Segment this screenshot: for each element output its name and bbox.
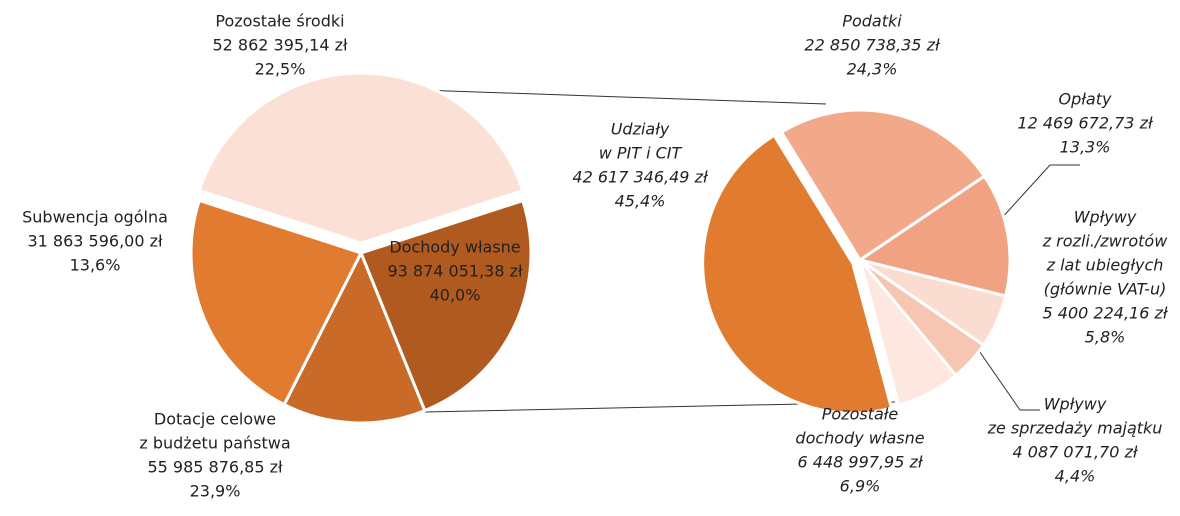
slice-label: dochody własne xyxy=(795,429,924,448)
slice-percent-label: 45,4% xyxy=(615,192,666,211)
slice-percent-label: 5,8% xyxy=(1085,328,1126,347)
slice-label: Pozostałe środki xyxy=(215,12,344,31)
slice-label: Pozostałe xyxy=(822,405,899,424)
slice-percent-label: 24,3% xyxy=(847,60,898,79)
slice-label: ze sprzedaży majątku xyxy=(987,419,1163,438)
leader-line xyxy=(999,164,1080,221)
slice-label: Podatki xyxy=(842,12,902,31)
slice-label: Dochody własne xyxy=(389,238,520,257)
slice-value-label: 31 863 596,00 zł xyxy=(27,232,163,251)
slice-value-label: 42 617 346,49 zł xyxy=(572,168,709,187)
pie-slice xyxy=(701,133,894,415)
slice-percent-label: 6,9% xyxy=(840,477,881,496)
pie-slice xyxy=(189,198,364,407)
connector-line xyxy=(419,89,827,105)
pie-slice xyxy=(779,108,987,263)
slice-percent-label: 23,9% xyxy=(190,482,241,501)
slice-value-label: 5 400 224,16 zł xyxy=(1043,304,1169,323)
slice-percent-label: 4,4% xyxy=(1055,467,1096,486)
slice-label: Dotacje celowe xyxy=(154,410,276,429)
slice-label: Udziały xyxy=(611,120,670,139)
slice-label: Opłaty xyxy=(1059,90,1112,109)
slice-label: Subwencja ogólna xyxy=(22,208,168,227)
slice-value-label: 12 469 672,73 zł xyxy=(1017,114,1154,133)
slice-value-label: 4 087 071,70 zł xyxy=(1013,443,1139,462)
slice-percent-label: 40,0% xyxy=(430,286,481,305)
pie-slice xyxy=(856,174,1012,298)
slice-percent-label: 13,6% xyxy=(70,256,121,275)
slice-label: Wpływy xyxy=(1074,208,1137,227)
slice-value-label: 93 874 051,38 zł xyxy=(387,262,523,281)
slice-label: z rozli./zwrotów xyxy=(1042,232,1169,251)
slice-label: Wpływy xyxy=(1044,395,1107,414)
slice-value-label: 55 985 876,85 zł xyxy=(147,458,283,477)
pie-slice xyxy=(359,198,533,413)
pie-slice xyxy=(282,249,427,425)
slice-label: (głównie VAT-u) xyxy=(1044,280,1167,299)
slice-label: z lat ubiegłych xyxy=(1046,256,1164,275)
pie-slice xyxy=(197,71,525,245)
pie-slice xyxy=(858,259,958,407)
slice-value-label: 22 850 738,35 zł xyxy=(804,36,941,55)
slice-percent-label: 22,5% xyxy=(255,60,306,79)
leader-line xyxy=(974,344,1040,411)
slice-label: w PIT i CIT xyxy=(599,144,683,163)
slice-value-label: 6 448 997,95 zł xyxy=(798,453,924,472)
slice-percent-label: 13,3% xyxy=(1060,138,1111,157)
slice-value-label: 52 862 395,14 zł xyxy=(212,36,348,55)
slice-label: z budżetu państwa xyxy=(139,434,290,453)
